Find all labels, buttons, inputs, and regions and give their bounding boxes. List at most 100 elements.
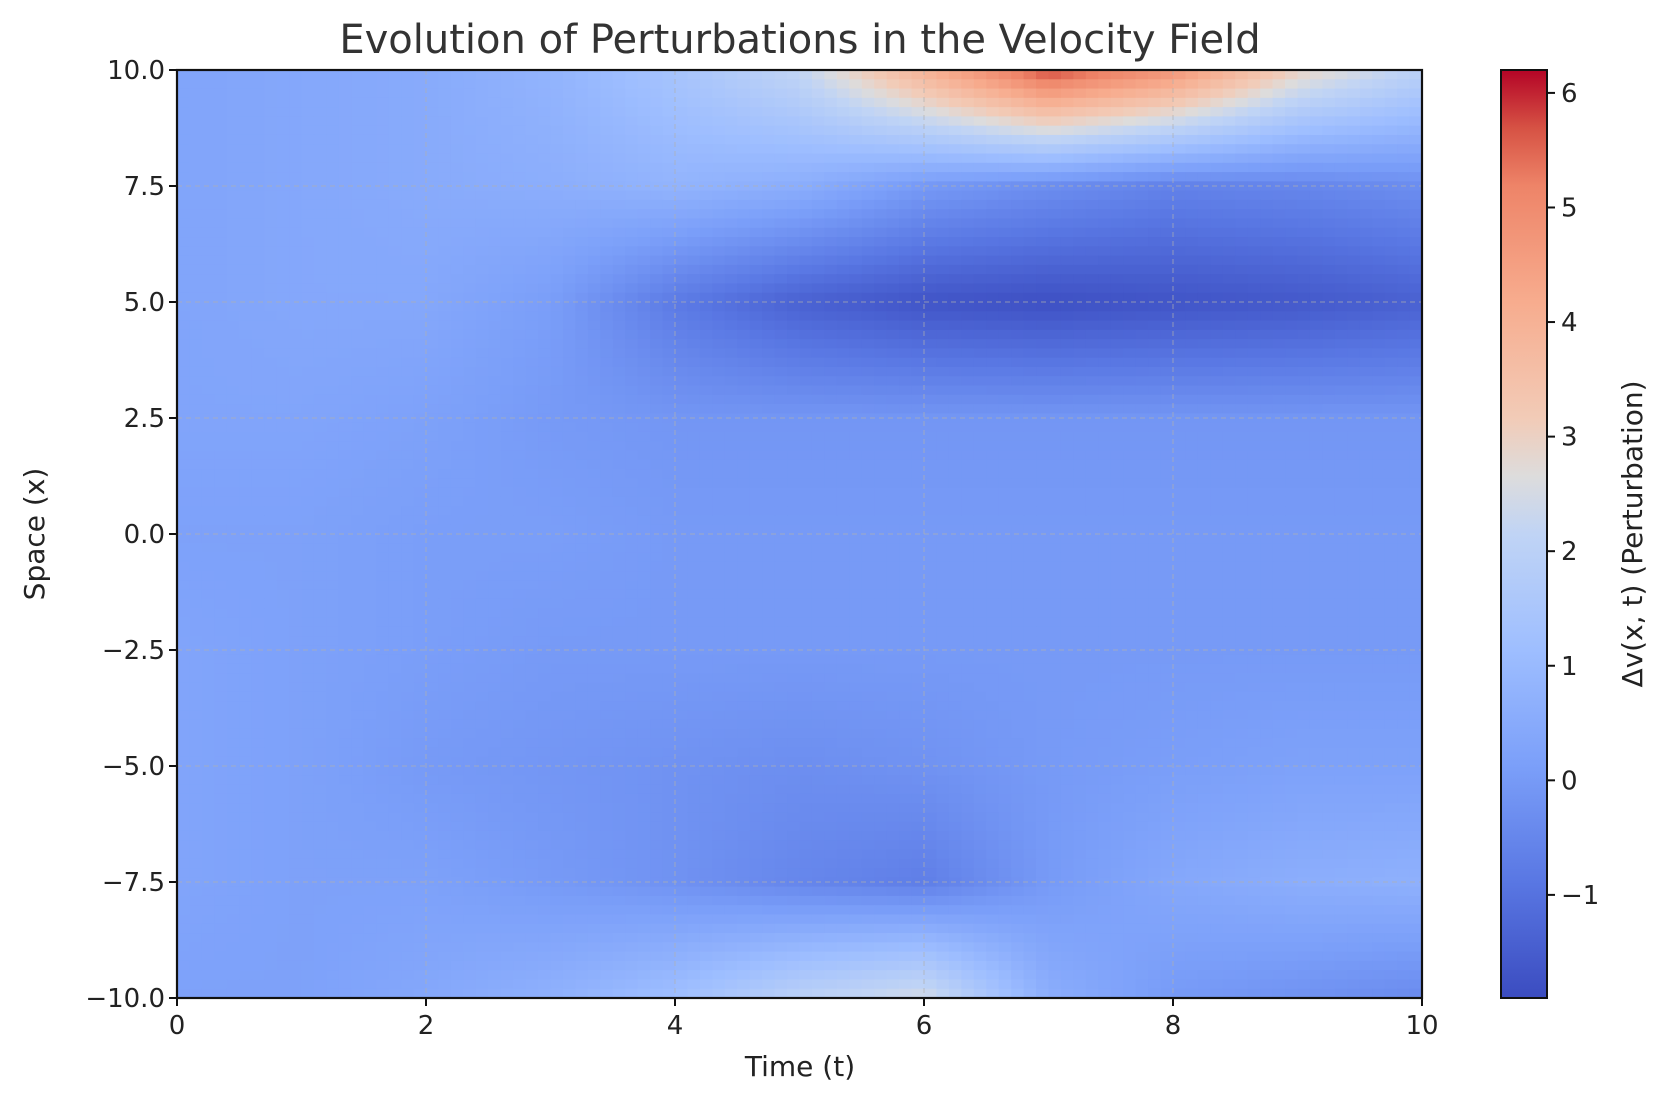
heatmap-cell: [401, 394, 415, 405]
heatmap-cell: [986, 469, 1000, 479]
heatmap-cell: [1334, 339, 1348, 349]
heatmap-cell: [1409, 227, 1422, 238]
heatmap-cell: [973, 515, 987, 526]
heatmap-cell: [973, 329, 987, 340]
heatmap-cell: [861, 181, 875, 192]
heatmap-cell: [1110, 283, 1124, 294]
heatmap-cell: [276, 292, 290, 303]
heatmap-cell: [264, 311, 278, 322]
heatmap-cell: [998, 97, 1012, 108]
heatmap-cell: [1397, 125, 1411, 136]
heatmap-cell: [189, 329, 203, 340]
heatmap-cell: [1359, 478, 1373, 489]
heatmap-cell: [936, 199, 950, 210]
heatmap-cell: [948, 162, 962, 173]
heatmap-cell: [1060, 172, 1074, 182]
heatmap-cell: [251, 376, 265, 387]
heatmap-cell: [824, 441, 838, 452]
heatmap-cell: [811, 209, 825, 220]
heatmap-cell: [1409, 357, 1422, 368]
heatmap-cell: [762, 97, 776, 108]
heatmap-cell: [899, 274, 913, 285]
heatmap-cell: [1098, 431, 1112, 442]
heatmap-cell: [1060, 246, 1074, 257]
heatmap-cell: [774, 348, 788, 359]
heatmap-cell: [289, 283, 303, 294]
heatmap-cell: [1060, 79, 1074, 90]
heatmap-cell: [201, 422, 215, 433]
heatmap-cell: [538, 246, 552, 257]
heatmap-cell: [401, 404, 415, 414]
heatmap-cell: [1247, 413, 1261, 424]
heatmap-cell: [824, 227, 838, 238]
heatmap-cell: [1372, 496, 1386, 507]
heatmap-cell: [1060, 274, 1074, 285]
heatmap-cell: [1160, 125, 1174, 136]
heatmap-cell: [811, 459, 825, 470]
heatmap-cell: [201, 302, 215, 312]
heatmap-cell: [637, 385, 651, 396]
heatmap-cell: [550, 283, 564, 294]
heatmap-cell: [1309, 469, 1323, 479]
heatmap-cell: [650, 209, 664, 220]
heatmap-cell: [973, 292, 987, 303]
heatmap-cell: [426, 376, 440, 387]
heatmap-cell: [1023, 283, 1037, 294]
heatmap-cell: [824, 524, 838, 535]
heatmap-cell: [338, 97, 352, 108]
heatmap-cell: [1397, 385, 1411, 396]
heatmap-cell: [388, 134, 402, 145]
heatmap-cell: [687, 70, 701, 80]
heatmap-cell: [1334, 134, 1348, 145]
heatmap-cell: [1334, 450, 1348, 461]
heatmap-cell: [587, 366, 601, 377]
heatmap-cell: [1334, 357, 1348, 368]
heatmap-cell: [226, 329, 240, 340]
heatmap-cell: [1048, 431, 1062, 442]
heatmap-cell: [1011, 376, 1025, 387]
heatmap-cell: [1260, 302, 1274, 312]
heatmap-cell: [1011, 218, 1025, 229]
heatmap-cell: [525, 339, 539, 349]
heatmap-cell: [313, 302, 327, 312]
heatmap-cell: [1384, 134, 1398, 145]
heatmap-cell: [276, 329, 290, 340]
heatmap-cell: [824, 153, 838, 164]
heatmap-cell: [438, 487, 452, 498]
heatmap-cell: [774, 162, 788, 173]
heatmap-cell: [1409, 153, 1422, 164]
heatmap-cell: [450, 524, 464, 535]
heatmap-cell: [313, 311, 327, 322]
heatmap-cell: [201, 255, 215, 266]
heatmap-cell: [637, 218, 651, 229]
heatmap-cell: [1334, 431, 1348, 442]
heatmap-cell: [1098, 172, 1112, 182]
heatmap-cell: [1372, 394, 1386, 405]
heatmap-cell: [388, 107, 402, 117]
heatmap-cell: [637, 274, 651, 285]
heatmap-cell: [861, 385, 875, 396]
heatmap-cell: [363, 348, 377, 359]
heatmap-cell: [201, 97, 215, 108]
heatmap-cell: [525, 515, 539, 526]
heatmap-cell: [1110, 70, 1124, 80]
heatmap-cell: [1110, 79, 1124, 90]
heatmap-cell: [699, 404, 713, 414]
heatmap-cell: [239, 478, 253, 489]
heatmap-cell: [575, 348, 589, 359]
heatmap-cell: [1235, 357, 1249, 368]
heatmap-cell: [1048, 376, 1062, 387]
heatmap-cell: [1260, 311, 1274, 322]
heatmap-cell: [388, 404, 402, 414]
heatmap-cell: [1409, 172, 1422, 182]
heatmap-cell: [575, 506, 589, 517]
heatmap-cell: [1135, 459, 1149, 470]
heatmap-cell: [737, 524, 751, 535]
heatmap-cell: [214, 237, 228, 247]
heatmap-cell: [401, 376, 415, 387]
heatmap-cell: [1222, 487, 1236, 498]
heatmap-cell: [1036, 190, 1050, 201]
heatmap-cell: [1384, 97, 1398, 108]
heatmap-cell: [886, 320, 900, 331]
heatmap-cell: [264, 255, 278, 266]
